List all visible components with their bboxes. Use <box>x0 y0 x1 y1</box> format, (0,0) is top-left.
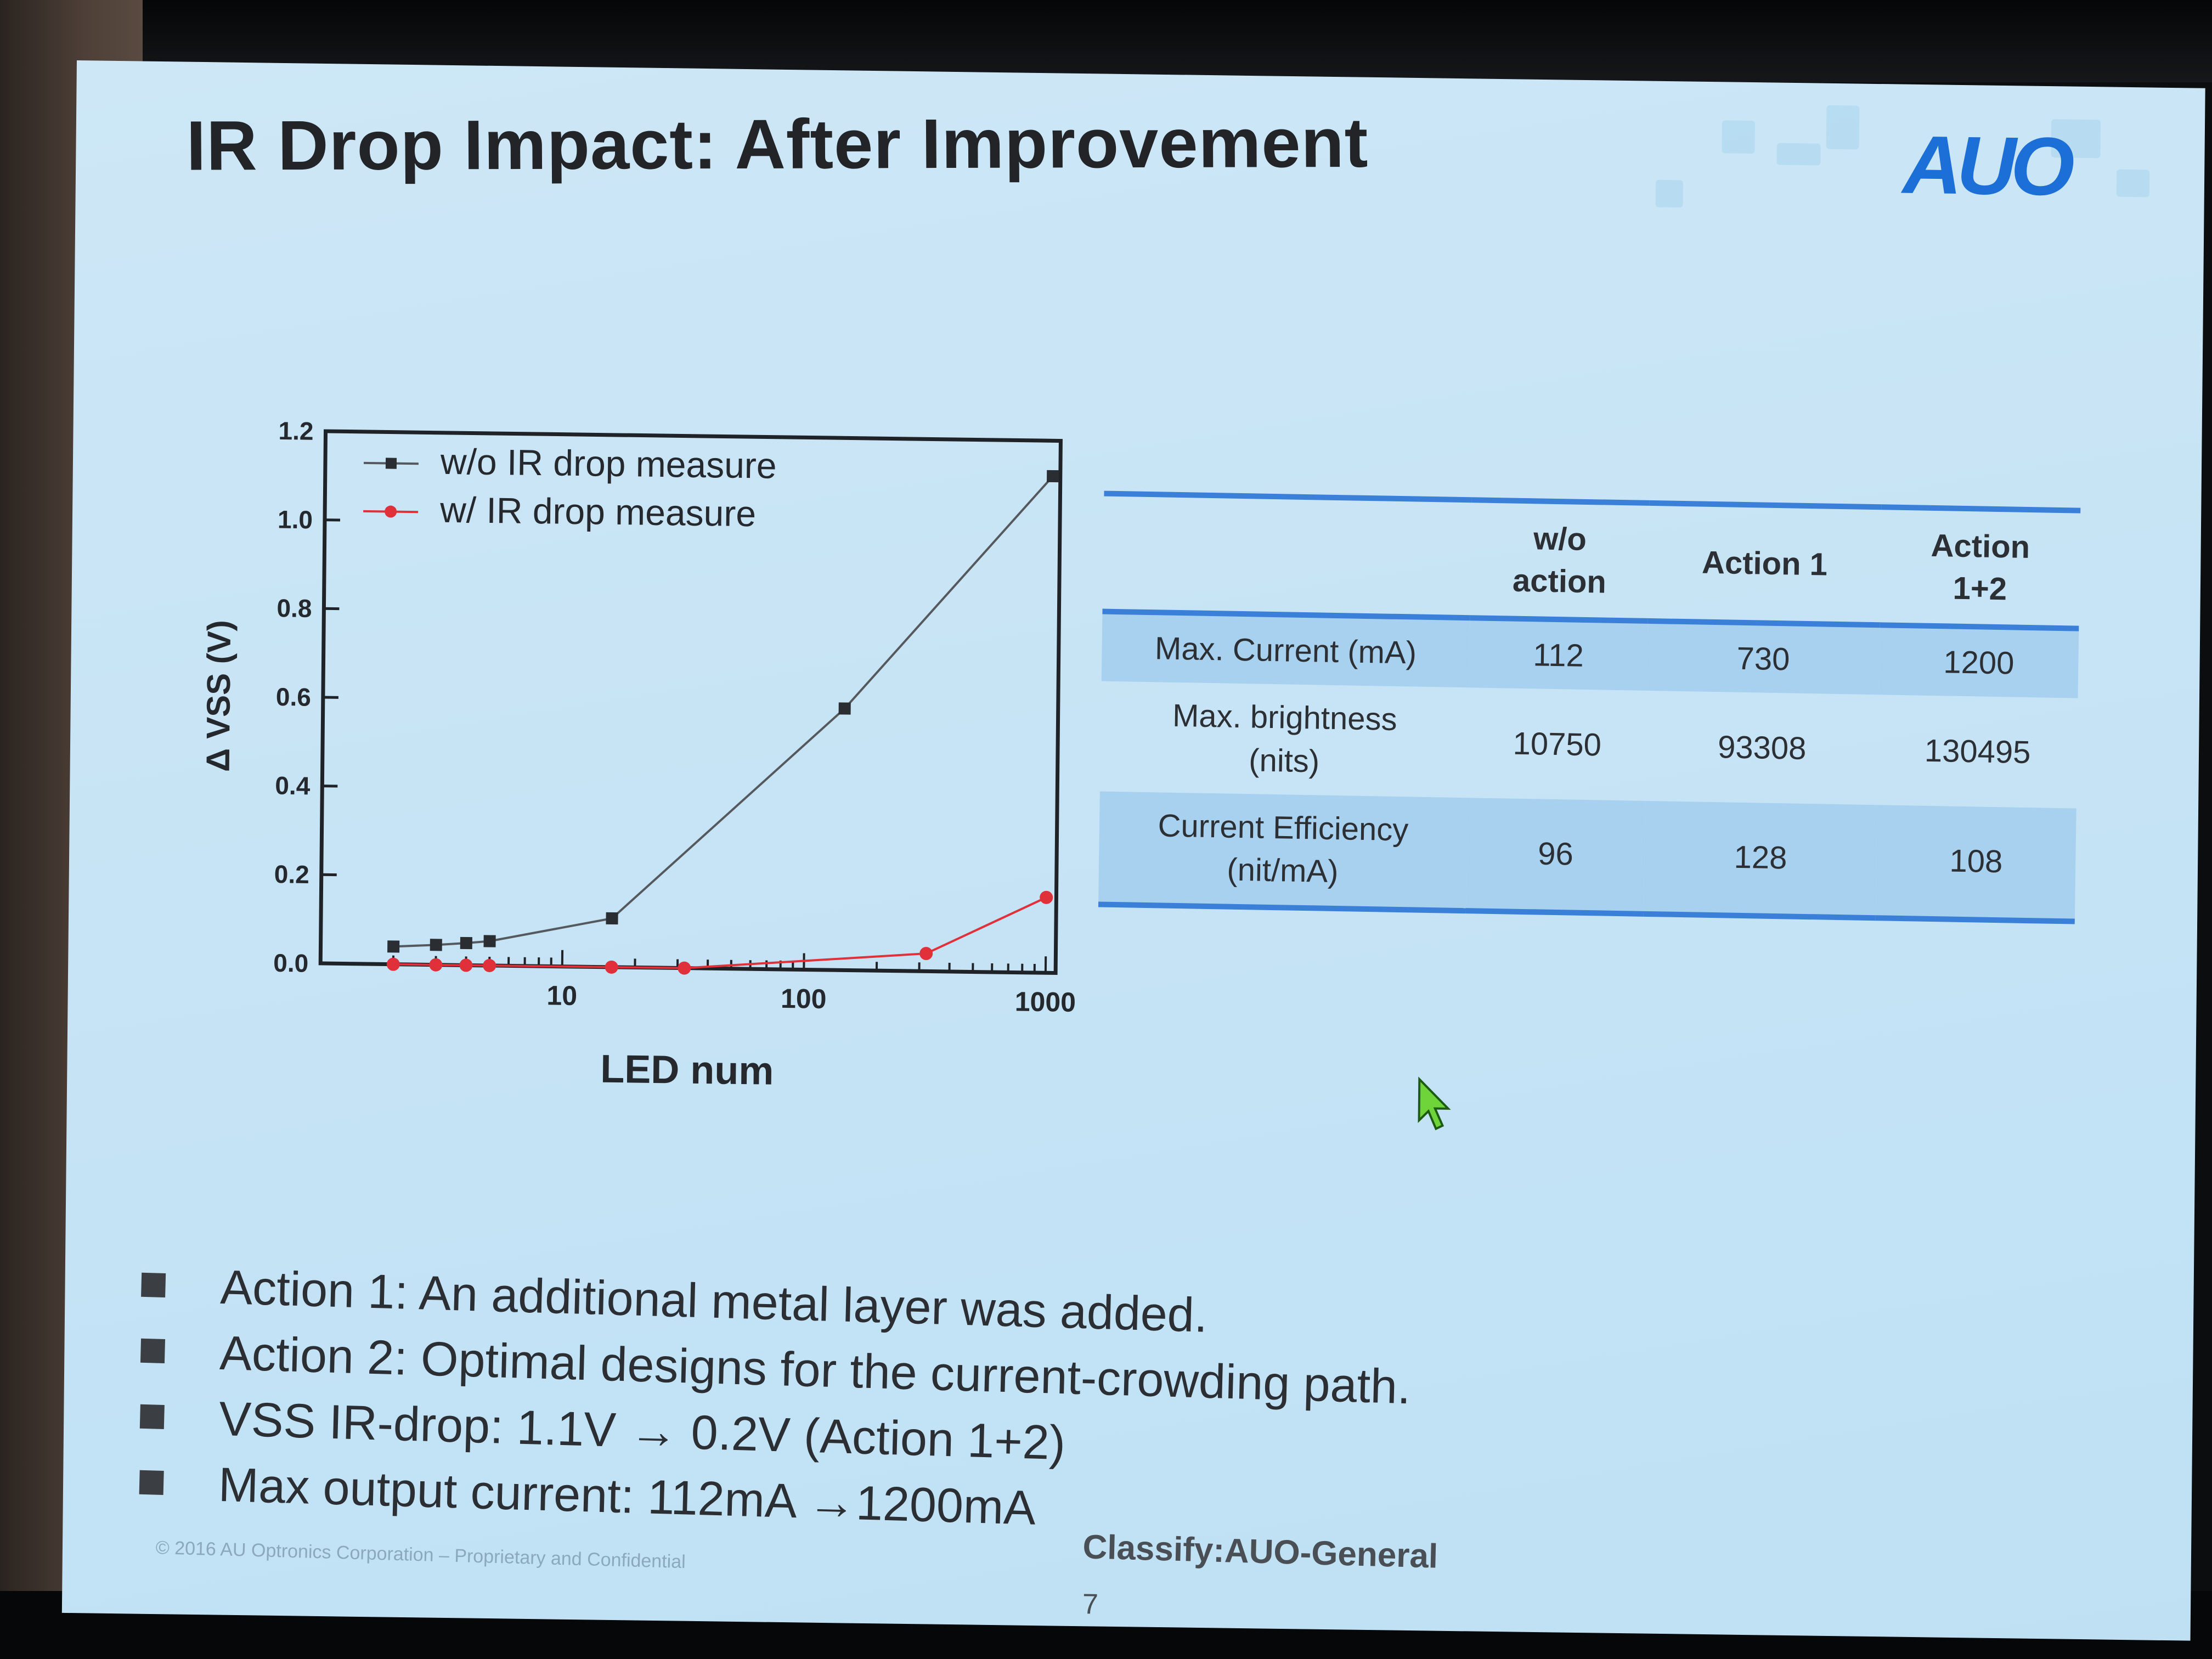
decor-square <box>1722 120 1756 154</box>
chart-svg: 0.0 0.2 0.4 0.6 0.8 1.0 1.2 10 100 1000 LED num Δ V… <box>200 416 1076 1093</box>
data-point-circle <box>678 961 691 975</box>
table-cell: 730 <box>1646 620 1880 695</box>
data-point-square <box>460 936 472 950</box>
table-cell: 128 <box>1644 800 1877 918</box>
table-row: Current Efficiency (nit/mA) 96 128 108 <box>1098 791 2076 922</box>
decor-square <box>1776 143 1821 166</box>
y-tick-label: 1.2 <box>278 416 313 445</box>
y-tick-label: 0.8 <box>276 594 312 623</box>
square-bullet-icon <box>139 1404 165 1429</box>
ir-drop-chart: 0.0 0.2 0.4 0.6 0.8 1.0 1.2 10 100 1000 LED num Δ V… <box>154 369 1094 1149</box>
y-tick-label: 0.6 <box>276 682 311 712</box>
data-point-square <box>1047 470 1059 483</box>
series-line <box>393 475 1054 948</box>
table-cell: 112 <box>1469 618 1648 691</box>
table-cell: 108 <box>1875 805 2076 922</box>
data-point-square <box>430 939 442 951</box>
decor-square <box>2116 169 2150 198</box>
table-row: Max. brightness (nits) 10750 93308 13049… <box>1100 681 2078 809</box>
copyright-footer: © 2016 AU Optronics Corporation – Propri… <box>155 1537 686 1573</box>
projected-slide: IR Drop Impact: After Improvement AUO 0.… <box>61 60 2205 1641</box>
legend-marker <box>385 505 397 518</box>
header-wo-action: w/o action <box>1512 521 1607 600</box>
table-cell: 10750 <box>1513 725 1602 763</box>
square-bullet-icon <box>139 1470 164 1495</box>
bullet-list: Action 1: An additional metal layer was … <box>139 1252 1413 1535</box>
data-point-circle <box>483 958 496 972</box>
data-point-circle <box>459 958 473 972</box>
table-header-cell: w/o action <box>1470 500 1650 621</box>
table-cell: 130495 <box>1924 732 2031 770</box>
data-point-square <box>838 702 851 715</box>
x-tick-label: 100 <box>781 983 827 1014</box>
legend-label: w/o IR drop measure <box>440 441 777 486</box>
header-action-1-2: Action 1+2 <box>1931 527 2030 607</box>
auo-logo: AUO <box>1902 118 2070 213</box>
legend-label: w/ IR drop measure <box>439 489 757 534</box>
y-axis-label: Δ VSS (V) <box>200 620 238 772</box>
table-cell: 93308 <box>1717 729 1807 766</box>
table-header-cell <box>1102 493 1472 618</box>
data-point-circle <box>919 947 933 961</box>
table-cell: 96 <box>1465 798 1646 914</box>
row-label: Max. brightness (nits) <box>1172 698 1397 780</box>
table-header-cell: Action 1+2 <box>1880 507 2081 629</box>
x-axis-label: LED num <box>600 1047 774 1093</box>
table-cell: 1200 <box>1878 625 2079 698</box>
data-point-circle <box>386 957 400 971</box>
comparison-table: w/o action Action 1 Action 1+2 Max. Curr… <box>1098 491 2081 924</box>
header-action-1: Action 1 <box>1701 544 1828 583</box>
x-tick-label: 10 <box>546 980 577 1011</box>
mouse-cursor-icon <box>1416 1076 1455 1135</box>
table-header-cell: Action 1 <box>1647 503 1882 625</box>
page-number: 7 <box>1082 1588 1099 1621</box>
data-point-square <box>387 940 400 953</box>
square-bullet-icon <box>141 1272 166 1297</box>
square-bullet-icon <box>140 1338 166 1363</box>
table-header-row: w/o action Action 1 Action 1+2 <box>1102 493 2081 629</box>
data-point-circle <box>1040 890 1053 904</box>
y-tick-label: 0.2 <box>274 860 309 889</box>
decor-square <box>1655 179 1684 208</box>
row-label: Current Efficiency (nit/mA) <box>1098 791 1468 911</box>
x-tick-label: 1000 <box>1014 986 1076 1018</box>
data-point-square <box>606 912 618 925</box>
slide-title: IR Drop Impact: After Improvement <box>186 103 1369 185</box>
data-point-circle <box>429 958 443 972</box>
data-point-circle <box>605 960 618 974</box>
legend-marker <box>385 458 397 469</box>
row-label: Max. Current (mA) <box>1101 611 1470 688</box>
y-tick-label: 1.0 <box>278 505 313 534</box>
y-tick-label: 0.0 <box>273 949 308 978</box>
data-point-square <box>483 935 496 947</box>
y-tick-label: 0.4 <box>275 771 311 800</box>
decor-square <box>1826 105 1860 150</box>
